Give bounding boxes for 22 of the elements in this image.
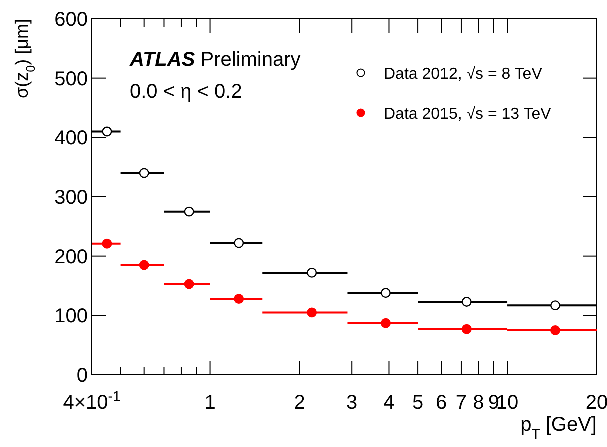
legend-label: Data 2015, √s = 13 TeV [384,106,552,123]
x-tick-label: 4×10$^{-1}$ [63,388,121,414]
x-axis-title: p$_{T}$ [GeV] [520,414,597,442]
y-tick-label: 300 [54,187,88,209]
x-tick-label: 1 [204,392,216,414]
y-tick-label: 100 [54,306,88,328]
annotation: ATLAS Preliminary [129,49,301,71]
x-tick-label: 7 [456,392,468,414]
x-tick-label: 5 [412,392,424,414]
x-tick-label: 3 [346,392,358,414]
x-tick-label: 4 [384,392,395,414]
x-tick-label: 2 [294,392,306,414]
y-tick-label: 400 [54,128,88,150]
x-tick-label: 8 [473,392,484,414]
y-tick-label: 0 [76,365,88,387]
x-tick-label: 6 [436,392,448,414]
x-tick-label: 20 [586,392,607,414]
y-tick-label: 500 [54,68,88,90]
y-tick-label: 200 [54,246,88,268]
legend-label: Data 2012, √s = 8 TeV [384,66,543,83]
annotation: 0.0 < η < 0.2 [130,81,242,103]
y-tick-label: 600 [54,9,88,31]
